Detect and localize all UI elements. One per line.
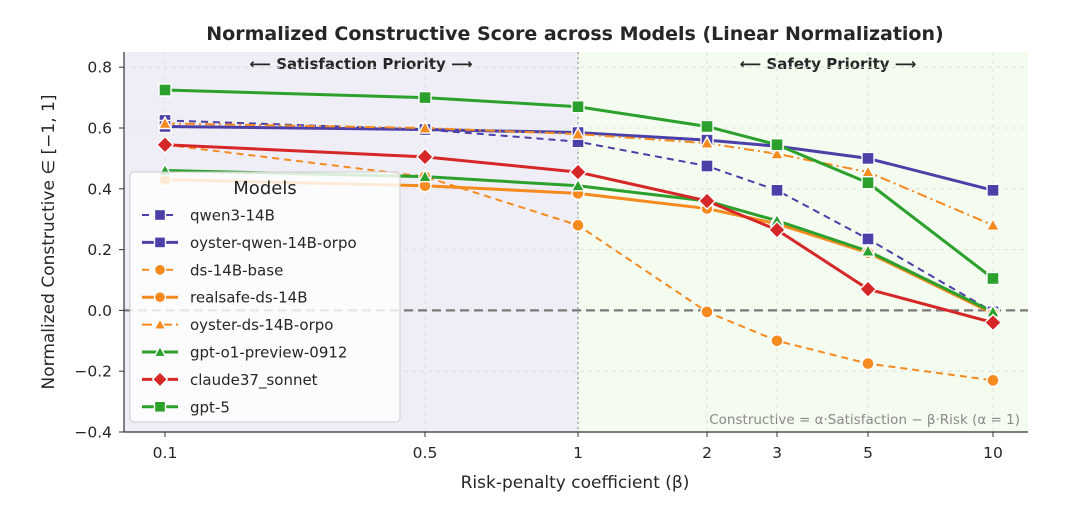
legend-marker — [153, 344, 167, 358]
data-point-gpt-5 — [571, 100, 585, 114]
data-point-claude37_sonnet — [983, 313, 1003, 332]
formula-annotation: Constructive = α·Satisfaction − β·Risk (… — [709, 412, 1020, 428]
data-point-qwen3-14B — [770, 183, 784, 198]
legend-entry-label: gpt-o1-preview-0912 — [190, 344, 347, 362]
data-point-oyster-ds-14B-orpo — [570, 126, 586, 140]
data-point-gpt-o1-preview-0912 — [860, 243, 876, 257]
y-tick-label: 0.6 — [87, 120, 112, 138]
data-point-oyster-ds-14B-orpo — [157, 115, 173, 130]
data-point-ds-14B-base — [700, 305, 714, 319]
legend-marker — [151, 370, 169, 388]
legend-marker — [153, 400, 167, 413]
data-point-claude37_sonnet — [767, 220, 787, 239]
data-point-oyster-ds-14B-orpo — [769, 146, 785, 160]
x-tick-label: 3 — [772, 444, 782, 462]
legend-entry-label: realsafe-ds-14B — [190, 289, 307, 307]
legend-entry-label: gpt-5 — [190, 398, 230, 416]
data-point-ds-14B-base — [861, 356, 875, 371]
data-point-oyster-qwen-14B-orpo — [861, 151, 875, 166]
x-tick-label: 5 — [863, 444, 873, 462]
region-label: ⟵ Satisfaction Priority ⟶ — [249, 55, 472, 73]
legend-entry-label: oyster-ds-14B-orpo — [190, 316, 333, 334]
data-point-gpt-5 — [158, 83, 172, 97]
y-tick-label: −0.4 — [74, 424, 112, 442]
legend-marker — [153, 263, 167, 276]
data-point-qwen3-14B — [700, 159, 714, 173]
legend-marker — [153, 291, 167, 304]
data-point-ds-14B-base — [770, 334, 784, 348]
legend-entry-label: claude37_sonnet — [190, 371, 318, 390]
data-point-oyster-ds-14B-orpo — [417, 120, 433, 134]
data-point-oyster-qwen-14B-orpo — [986, 183, 1000, 198]
legend-marker — [153, 317, 167, 330]
data-point-gpt-5 — [986, 271, 1000, 286]
data-point-gpt-o1-preview-0912 — [570, 177, 586, 192]
data-point-qwen3-14B — [861, 232, 875, 246]
data-point-claude37_sonnet — [697, 191, 717, 211]
y-axis-label: Normalized Constructive ∈ [−1, 1] — [39, 95, 59, 390]
x-tick-label: 0.5 — [413, 444, 438, 462]
data-point-ds-14B-base — [571, 218, 585, 232]
y-tick-label: 0.2 — [87, 241, 112, 259]
x-tick-label: 1 — [573, 444, 583, 462]
data-point-gpt-5 — [770, 138, 784, 152]
data-point-ds-14B-base — [986, 373, 1000, 388]
x-axis-label: Risk-penalty coefficient (β) — [461, 473, 690, 493]
legend-title: Models — [233, 178, 296, 199]
legend-entry-label: qwen3-14B — [190, 207, 275, 225]
data-point-gpt-5 — [418, 90, 432, 105]
data-point-claude37_sonnet — [415, 147, 435, 166]
data-point-gpt-o1-preview-0912 — [417, 168, 433, 183]
legend-box — [129, 171, 401, 423]
region-label: ⟵ Safety Priority ⟶ — [740, 55, 917, 73]
x-tick-label: 0.1 — [153, 444, 178, 462]
y-tick-label: 0.8 — [87, 59, 112, 77]
legend-marker — [153, 236, 167, 249]
y-tick-label: 0.4 — [87, 180, 112, 198]
legend-marker — [153, 208, 167, 222]
x-tick-label: 10 — [983, 444, 1003, 462]
data-point-claude37_sonnet — [568, 162, 588, 182]
data-point-claude37_sonnet — [155, 135, 175, 154]
data-point-gpt-5 — [861, 176, 875, 190]
chart-title: Normalized Constructive Score across Mod… — [206, 23, 943, 45]
data-point-oyster-ds-14B-orpo — [699, 135, 715, 149]
legend-entry-label: oyster-qwen-14B-orpo — [190, 234, 357, 252]
data-point-gpt-5 — [700, 119, 714, 134]
y-tick-label: −0.2 — [74, 363, 112, 381]
data-point-claude37_sonnet — [858, 280, 878, 299]
region-background — [578, 52, 1028, 432]
legend-entry-label: ds-14B-base — [190, 261, 283, 279]
x-tick-label: 2 — [702, 444, 712, 462]
y-tick-label: 0.0 — [87, 302, 112, 320]
data-point-oyster-ds-14B-orpo — [985, 217, 1001, 232]
